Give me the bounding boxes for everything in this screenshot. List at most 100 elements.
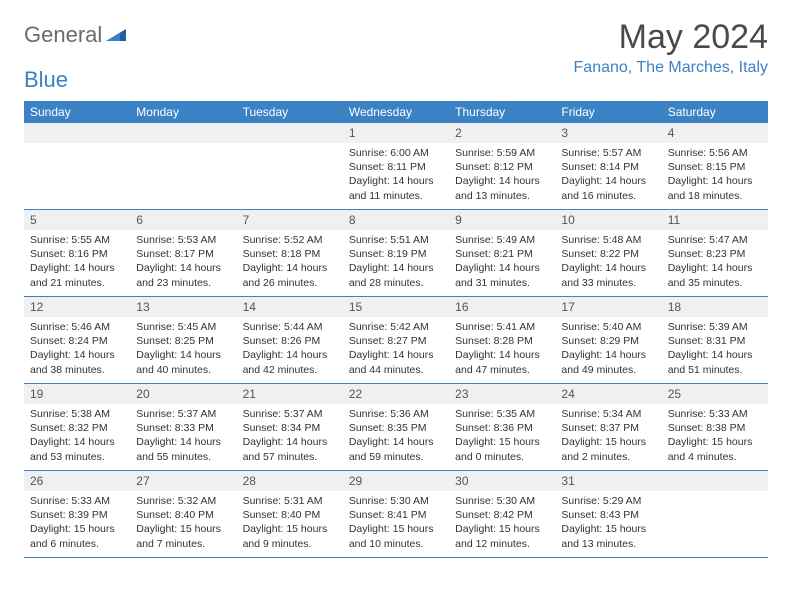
day-cell: 1Sunrise: 6:00 AMSunset: 8:11 PMDaylight… bbox=[343, 123, 449, 209]
empty-day-cell bbox=[130, 123, 236, 209]
day-number: 9 bbox=[449, 210, 555, 230]
day-cell: 11Sunrise: 5:47 AMSunset: 8:23 PMDayligh… bbox=[662, 210, 768, 296]
day-number: 29 bbox=[343, 471, 449, 491]
day-cell: 16Sunrise: 5:41 AMSunset: 8:28 PMDayligh… bbox=[449, 297, 555, 383]
day-number: 31 bbox=[555, 471, 661, 491]
day-cell: 9Sunrise: 5:49 AMSunset: 8:21 PMDaylight… bbox=[449, 210, 555, 296]
calendar-body: 1Sunrise: 6:00 AMSunset: 8:11 PMDaylight… bbox=[24, 123, 768, 558]
day-number: 28 bbox=[237, 471, 343, 491]
day-details: Sunrise: 5:57 AMSunset: 8:14 PMDaylight:… bbox=[555, 143, 661, 209]
day-details: Sunrise: 5:39 AMSunset: 8:31 PMDaylight:… bbox=[662, 317, 768, 383]
day-details: Sunrise: 5:40 AMSunset: 8:29 PMDaylight:… bbox=[555, 317, 661, 383]
day-number: 18 bbox=[662, 297, 768, 317]
day-number bbox=[662, 471, 768, 491]
day-number: 1 bbox=[343, 123, 449, 143]
day-cell: 12Sunrise: 5:46 AMSunset: 8:24 PMDayligh… bbox=[24, 297, 130, 383]
day-details: Sunrise: 5:51 AMSunset: 8:19 PMDaylight:… bbox=[343, 230, 449, 296]
day-cell: 3Sunrise: 5:57 AMSunset: 8:14 PMDaylight… bbox=[555, 123, 661, 209]
day-details: Sunrise: 5:41 AMSunset: 8:28 PMDaylight:… bbox=[449, 317, 555, 383]
day-details: Sunrise: 5:30 AMSunset: 8:41 PMDaylight:… bbox=[343, 491, 449, 557]
day-cell: 31Sunrise: 5:29 AMSunset: 8:43 PMDayligh… bbox=[555, 471, 661, 557]
day-number: 24 bbox=[555, 384, 661, 404]
day-details: Sunrise: 6:00 AMSunset: 8:11 PMDaylight:… bbox=[343, 143, 449, 209]
day-number: 25 bbox=[662, 384, 768, 404]
day-details: Sunrise: 5:55 AMSunset: 8:16 PMDaylight:… bbox=[24, 230, 130, 296]
day-cell: 30Sunrise: 5:30 AMSunset: 8:42 PMDayligh… bbox=[449, 471, 555, 557]
day-cell: 10Sunrise: 5:48 AMSunset: 8:22 PMDayligh… bbox=[555, 210, 661, 296]
day-cell: 8Sunrise: 5:51 AMSunset: 8:19 PMDaylight… bbox=[343, 210, 449, 296]
calendar-week-row: 26Sunrise: 5:33 AMSunset: 8:39 PMDayligh… bbox=[24, 471, 768, 558]
day-details: Sunrise: 5:44 AMSunset: 8:26 PMDaylight:… bbox=[237, 317, 343, 383]
day-number: 16 bbox=[449, 297, 555, 317]
weekday-header: Thursday bbox=[449, 101, 555, 123]
day-cell: 17Sunrise: 5:40 AMSunset: 8:29 PMDayligh… bbox=[555, 297, 661, 383]
day-details: Sunrise: 5:29 AMSunset: 8:43 PMDaylight:… bbox=[555, 491, 661, 557]
day-details: Sunrise: 5:38 AMSunset: 8:32 PMDaylight:… bbox=[24, 404, 130, 470]
location-text: Fanano, The Marches, Italy bbox=[574, 59, 768, 77]
calendar-week-row: 5Sunrise: 5:55 AMSunset: 8:16 PMDaylight… bbox=[24, 210, 768, 297]
brand-logo: General bbox=[24, 18, 128, 48]
weekday-header: Saturday bbox=[662, 101, 768, 123]
day-cell: 6Sunrise: 5:53 AMSunset: 8:17 PMDaylight… bbox=[130, 210, 236, 296]
day-number: 23 bbox=[449, 384, 555, 404]
day-details: Sunrise: 5:42 AMSunset: 8:27 PMDaylight:… bbox=[343, 317, 449, 383]
day-details: Sunrise: 5:30 AMSunset: 8:42 PMDaylight:… bbox=[449, 491, 555, 557]
day-details: Sunrise: 5:37 AMSunset: 8:34 PMDaylight:… bbox=[237, 404, 343, 470]
day-number: 3 bbox=[555, 123, 661, 143]
day-cell: 27Sunrise: 5:32 AMSunset: 8:40 PMDayligh… bbox=[130, 471, 236, 557]
day-details: Sunrise: 5:31 AMSunset: 8:40 PMDaylight:… bbox=[237, 491, 343, 557]
weekday-header: Wednesday bbox=[343, 101, 449, 123]
weekday-header: Monday bbox=[130, 101, 236, 123]
day-details: Sunrise: 5:45 AMSunset: 8:25 PMDaylight:… bbox=[130, 317, 236, 383]
day-cell: 15Sunrise: 5:42 AMSunset: 8:27 PMDayligh… bbox=[343, 297, 449, 383]
day-number: 5 bbox=[24, 210, 130, 230]
day-details: Sunrise: 5:49 AMSunset: 8:21 PMDaylight:… bbox=[449, 230, 555, 296]
day-number: 6 bbox=[130, 210, 236, 230]
empty-day-cell bbox=[662, 471, 768, 557]
day-number: 13 bbox=[130, 297, 236, 317]
weekday-header: Friday bbox=[555, 101, 661, 123]
title-block: May 2024 Fanano, The Marches, Italy bbox=[574, 18, 768, 77]
day-details: Sunrise: 5:32 AMSunset: 8:40 PMDaylight:… bbox=[130, 491, 236, 557]
day-cell: 24Sunrise: 5:34 AMSunset: 8:37 PMDayligh… bbox=[555, 384, 661, 470]
day-number bbox=[24, 123, 130, 143]
day-cell: 21Sunrise: 5:37 AMSunset: 8:34 PMDayligh… bbox=[237, 384, 343, 470]
day-details: Sunrise: 5:59 AMSunset: 8:12 PMDaylight:… bbox=[449, 143, 555, 209]
day-cell: 13Sunrise: 5:45 AMSunset: 8:25 PMDayligh… bbox=[130, 297, 236, 383]
day-cell: 26Sunrise: 5:33 AMSunset: 8:39 PMDayligh… bbox=[24, 471, 130, 557]
day-cell: 25Sunrise: 5:33 AMSunset: 8:38 PMDayligh… bbox=[662, 384, 768, 470]
day-cell: 7Sunrise: 5:52 AMSunset: 8:18 PMDaylight… bbox=[237, 210, 343, 296]
day-number bbox=[130, 123, 236, 143]
calendar-week-row: 1Sunrise: 6:00 AMSunset: 8:11 PMDaylight… bbox=[24, 123, 768, 210]
day-cell: 14Sunrise: 5:44 AMSunset: 8:26 PMDayligh… bbox=[237, 297, 343, 383]
day-cell: 18Sunrise: 5:39 AMSunset: 8:31 PMDayligh… bbox=[662, 297, 768, 383]
calendar-week-row: 19Sunrise: 5:38 AMSunset: 8:32 PMDayligh… bbox=[24, 384, 768, 471]
brand-part2: Blue bbox=[24, 67, 68, 93]
day-number: 12 bbox=[24, 297, 130, 317]
day-cell: 22Sunrise: 5:36 AMSunset: 8:35 PMDayligh… bbox=[343, 384, 449, 470]
day-details: Sunrise: 5:35 AMSunset: 8:36 PMDaylight:… bbox=[449, 404, 555, 470]
day-number: 27 bbox=[130, 471, 236, 491]
day-details: Sunrise: 5:34 AMSunset: 8:37 PMDaylight:… bbox=[555, 404, 661, 470]
day-number: 19 bbox=[24, 384, 130, 404]
day-number: 26 bbox=[24, 471, 130, 491]
day-number: 7 bbox=[237, 210, 343, 230]
day-number: 4 bbox=[662, 123, 768, 143]
day-cell: 19Sunrise: 5:38 AMSunset: 8:32 PMDayligh… bbox=[24, 384, 130, 470]
day-number: 30 bbox=[449, 471, 555, 491]
day-cell: 23Sunrise: 5:35 AMSunset: 8:36 PMDayligh… bbox=[449, 384, 555, 470]
weekday-header-row: SundayMondayTuesdayWednesdayThursdayFrid… bbox=[24, 101, 768, 123]
day-cell: 2Sunrise: 5:59 AMSunset: 8:12 PMDaylight… bbox=[449, 123, 555, 209]
day-number: 10 bbox=[555, 210, 661, 230]
day-cell: 29Sunrise: 5:30 AMSunset: 8:41 PMDayligh… bbox=[343, 471, 449, 557]
day-details: Sunrise: 5:56 AMSunset: 8:15 PMDaylight:… bbox=[662, 143, 768, 209]
day-details: Sunrise: 5:48 AMSunset: 8:22 PMDaylight:… bbox=[555, 230, 661, 296]
empty-day-cell bbox=[237, 123, 343, 209]
day-cell: 5Sunrise: 5:55 AMSunset: 8:16 PMDaylight… bbox=[24, 210, 130, 296]
day-details: Sunrise: 5:33 AMSunset: 8:38 PMDaylight:… bbox=[662, 404, 768, 470]
day-details: Sunrise: 5:33 AMSunset: 8:39 PMDaylight:… bbox=[24, 491, 130, 557]
day-details: Sunrise: 5:52 AMSunset: 8:18 PMDaylight:… bbox=[237, 230, 343, 296]
day-number: 21 bbox=[237, 384, 343, 404]
weekday-header: Tuesday bbox=[237, 101, 343, 123]
day-number: 14 bbox=[237, 297, 343, 317]
